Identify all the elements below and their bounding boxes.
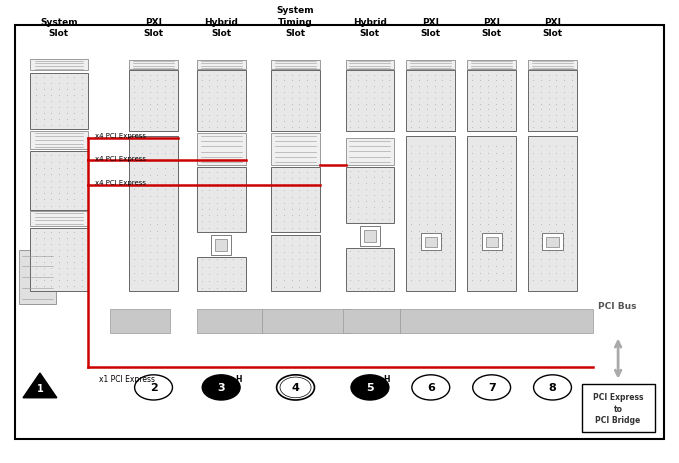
Text: PXI
Slot: PXI Slot bbox=[481, 18, 502, 38]
Bar bbox=[407, 136, 455, 291]
Bar bbox=[346, 168, 394, 224]
Bar bbox=[346, 61, 394, 70]
Bar bbox=[30, 74, 88, 130]
Text: x4 PCI Express: x4 PCI Express bbox=[94, 180, 146, 186]
Bar bbox=[109, 309, 170, 334]
Bar bbox=[547, 237, 559, 247]
Text: PXI
Slot: PXI Slot bbox=[421, 18, 441, 38]
Text: x4 PCI Express: x4 PCI Express bbox=[94, 133, 146, 139]
Bar bbox=[198, 309, 261, 334]
Bar bbox=[30, 132, 88, 150]
Bar bbox=[528, 61, 577, 70]
Bar bbox=[467, 71, 516, 132]
Text: H: H bbox=[384, 374, 390, 383]
Text: PXI
Slot: PXI Slot bbox=[543, 18, 563, 38]
Bar bbox=[197, 257, 246, 291]
Text: Hybrid
Slot: Hybrid Slot bbox=[204, 18, 238, 38]
Bar bbox=[481, 234, 502, 251]
Bar bbox=[467, 136, 516, 291]
Bar bbox=[30, 228, 88, 291]
Text: 5: 5 bbox=[366, 382, 373, 393]
Bar bbox=[421, 234, 441, 251]
Bar bbox=[543, 234, 563, 251]
Bar bbox=[528, 71, 577, 132]
Bar bbox=[30, 212, 88, 226]
Bar bbox=[582, 384, 655, 432]
Bar bbox=[197, 61, 246, 70]
Text: 1: 1 bbox=[37, 383, 43, 394]
Bar bbox=[30, 152, 88, 210]
Circle shape bbox=[351, 375, 389, 400]
Text: 7: 7 bbox=[488, 382, 496, 393]
Bar bbox=[360, 226, 380, 246]
Bar bbox=[271, 235, 320, 291]
Bar bbox=[528, 136, 577, 291]
Circle shape bbox=[412, 375, 449, 400]
Circle shape bbox=[134, 375, 172, 400]
Text: 8: 8 bbox=[549, 382, 556, 393]
Bar bbox=[407, 61, 455, 70]
Bar bbox=[346, 249, 394, 291]
Text: H: H bbox=[235, 374, 241, 383]
Bar bbox=[346, 138, 394, 165]
Circle shape bbox=[280, 377, 311, 398]
Bar bbox=[485, 237, 498, 247]
Bar bbox=[197, 134, 246, 165]
Text: 2: 2 bbox=[149, 382, 158, 393]
Text: PCI Express
to
PCI Bridge: PCI Express to PCI Bridge bbox=[593, 392, 644, 425]
Circle shape bbox=[202, 375, 240, 400]
Bar bbox=[19, 251, 56, 305]
Bar bbox=[30, 60, 88, 71]
Circle shape bbox=[276, 375, 314, 400]
Text: PXI
Slot: PXI Slot bbox=[143, 18, 164, 38]
Bar bbox=[261, 309, 350, 334]
Circle shape bbox=[473, 375, 511, 400]
Text: x1 PCI Express: x1 PCI Express bbox=[99, 374, 155, 383]
Bar bbox=[364, 230, 376, 242]
Text: 6: 6 bbox=[427, 382, 435, 393]
Bar bbox=[211, 235, 232, 255]
Bar bbox=[401, 309, 593, 334]
Bar bbox=[346, 71, 394, 132]
Bar bbox=[424, 237, 437, 247]
Bar bbox=[467, 61, 516, 70]
Bar bbox=[271, 134, 320, 165]
Bar bbox=[271, 71, 320, 132]
Text: x4 PCI Express: x4 PCI Express bbox=[94, 155, 146, 161]
Bar bbox=[129, 71, 178, 132]
Text: 3: 3 bbox=[217, 382, 225, 393]
Polygon shape bbox=[23, 373, 57, 398]
Bar bbox=[215, 239, 227, 251]
Bar bbox=[407, 71, 455, 132]
Text: Hybrid
Slot: Hybrid Slot bbox=[353, 18, 387, 38]
Bar bbox=[343, 309, 401, 334]
Bar bbox=[271, 61, 320, 70]
Bar bbox=[129, 136, 178, 291]
Bar bbox=[271, 168, 320, 233]
Circle shape bbox=[534, 375, 572, 400]
Text: System
Timing
Slot: System Timing Slot bbox=[277, 6, 314, 38]
Text: PCI Bus: PCI Bus bbox=[598, 301, 636, 310]
Bar bbox=[197, 71, 246, 132]
Text: 4: 4 bbox=[291, 382, 299, 393]
Text: System
Slot: System Slot bbox=[40, 18, 77, 38]
Bar bbox=[197, 168, 246, 233]
Bar bbox=[129, 61, 178, 70]
